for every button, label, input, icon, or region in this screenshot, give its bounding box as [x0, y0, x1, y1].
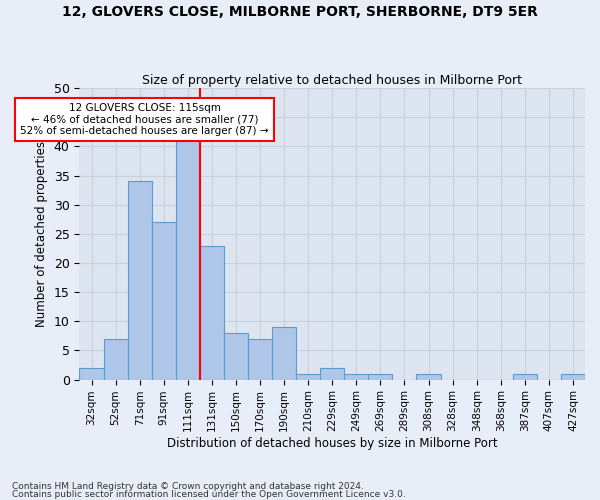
Bar	[272, 327, 296, 380]
Text: 12 GLOVERS CLOSE: 115sqm
← 46% of detached houses are smaller (77)
52% of semi-d: 12 GLOVERS CLOSE: 115sqm ← 46% of detach…	[20, 102, 269, 136]
Bar	[224, 333, 248, 380]
Text: 12, GLOVERS CLOSE, MILBORNE PORT, SHERBORNE, DT9 5ER: 12, GLOVERS CLOSE, MILBORNE PORT, SHERBO…	[62, 5, 538, 19]
Bar	[200, 246, 224, 380]
Bar	[561, 374, 585, 380]
X-axis label: Distribution of detached houses by size in Milborne Port: Distribution of detached houses by size …	[167, 437, 497, 450]
Bar	[128, 182, 152, 380]
Bar	[152, 222, 176, 380]
Bar	[79, 368, 104, 380]
Bar	[416, 374, 440, 380]
Bar	[513, 374, 537, 380]
Text: Contains HM Land Registry data © Crown copyright and database right 2024.: Contains HM Land Registry data © Crown c…	[12, 482, 364, 491]
Title: Size of property relative to detached houses in Milborne Port: Size of property relative to detached ho…	[142, 74, 522, 87]
Y-axis label: Number of detached properties: Number of detached properties	[35, 141, 48, 327]
Bar	[248, 339, 272, 380]
Bar	[368, 374, 392, 380]
Bar	[296, 374, 320, 380]
Bar	[176, 140, 200, 380]
Text: Contains public sector information licensed under the Open Government Licence v3: Contains public sector information licen…	[12, 490, 406, 499]
Bar	[344, 374, 368, 380]
Bar	[104, 339, 128, 380]
Bar	[320, 368, 344, 380]
